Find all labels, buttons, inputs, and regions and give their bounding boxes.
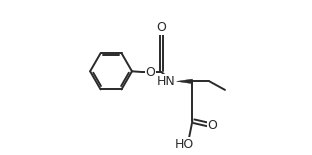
Text: O: O: [146, 66, 155, 79]
Polygon shape: [177, 79, 193, 84]
Text: O: O: [208, 119, 217, 132]
Text: HN: HN: [157, 75, 175, 88]
Text: O: O: [157, 21, 166, 34]
Text: HO: HO: [175, 138, 194, 151]
